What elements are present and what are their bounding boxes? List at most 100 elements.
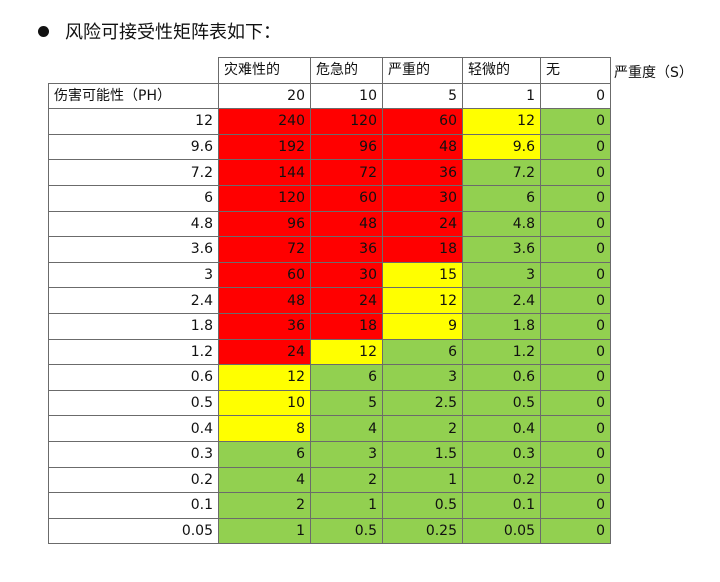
risk-cell: 18 <box>382 236 463 263</box>
risk-matrix-table: 灾难性的 危急的 严重的 轻微的 无 伤害可能性（PH） 20 10 5 1 0… <box>48 57 611 545</box>
table-row: 0.2 4 2 1 0.2 0 <box>48 466 611 494</box>
risk-cell: 1 <box>382 466 463 494</box>
ph-value: 0.4 <box>48 415 219 442</box>
risk-cell: 3.6 <box>462 236 541 263</box>
risk-cell: 3 <box>382 364 463 391</box>
risk-cell: 4 <box>218 466 311 494</box>
risk-cell: 15 <box>382 261 463 289</box>
severity-value: 20 <box>218 82 311 110</box>
bullet-icon <box>38 25 49 37</box>
risk-cell: 6 <box>462 184 541 212</box>
severity-header-row: 灾难性的 危急的 严重的 轻微的 无 <box>49 57 611 84</box>
risk-cell: 48 <box>382 133 463 161</box>
risk-cell: 48 <box>218 287 311 314</box>
risk-cell: 0 <box>540 159 611 186</box>
table-row: 0.05 1 0.5 0.25 0.05 0 <box>48 517 611 545</box>
risk-cell: 0.25 <box>382 517 463 545</box>
risk-cell: 12 <box>462 108 541 135</box>
risk-cell: 0 <box>540 389 611 417</box>
risk-cell: 0.4 <box>462 415 541 442</box>
ph-value: 0.3 <box>48 440 219 468</box>
severity-header: 轻微的 <box>462 57 541 84</box>
severity-header: 严重的 <box>382 57 463 84</box>
risk-cell: 96 <box>218 210 311 238</box>
risk-cell: 0 <box>540 184 611 212</box>
title-text: 风险可接受性矩阵表如下： <box>65 22 281 43</box>
risk-cell: 192 <box>218 133 311 161</box>
ph-label: 伤害可能性（PH） <box>48 82 219 110</box>
risk-cell: 60 <box>382 108 463 135</box>
risk-cell: 60 <box>310 184 383 212</box>
risk-cell: 1.8 <box>462 312 541 340</box>
ph-value: 1.8 <box>48 312 219 340</box>
risk-cell: 0 <box>540 364 611 391</box>
risk-cell: 96 <box>310 133 383 161</box>
severity-value: 1 <box>462 82 541 110</box>
risk-cell: 240 <box>218 108 311 135</box>
ph-value: 0.6 <box>48 364 219 391</box>
risk-cell: 24 <box>382 210 463 238</box>
severity-axis-label: 严重度（S） <box>614 65 693 81</box>
table-row: 1.2 24 12 6 1.2 0 <box>48 338 611 366</box>
risk-cell: 0 <box>540 517 611 545</box>
risk-cell: 2.5 <box>382 389 463 417</box>
risk-cell: 10 <box>218 389 311 417</box>
risk-cell: 0.05 <box>462 517 541 545</box>
severity-value: 5 <box>382 82 463 110</box>
table-row: 0.4 8 4 2 0.4 0 <box>48 415 611 442</box>
risk-cell: 0 <box>540 338 611 366</box>
table-row: 3.6 72 36 18 3.6 0 <box>48 236 611 263</box>
risk-cell: 36 <box>218 312 311 340</box>
table-row: 6 120 60 30 6 0 <box>48 184 611 212</box>
risk-cell: 0 <box>540 287 611 314</box>
risk-cell: 1 <box>310 492 383 519</box>
risk-cell: 0 <box>540 261 611 289</box>
risk-cell: 12 <box>310 338 383 366</box>
risk-cell: 0 <box>540 492 611 519</box>
table-row: 0.1 2 1 0.5 0.1 0 <box>48 492 611 519</box>
risk-cell: 4 <box>310 415 383 442</box>
ph-value: 3 <box>48 261 219 289</box>
ph-value: 6 <box>48 184 219 212</box>
risk-cell: 0 <box>540 415 611 442</box>
risk-cell: 12 <box>218 364 311 391</box>
severity-header: 危急的 <box>310 57 383 84</box>
risk-cell: 72 <box>310 159 383 186</box>
risk-cell: 0.3 <box>462 440 541 468</box>
table-row: 7.2 144 72 36 7.2 0 <box>48 159 611 186</box>
risk-cell: 4.8 <box>462 210 541 238</box>
table-row: 2.4 48 24 12 2.4 0 <box>48 287 611 314</box>
severity-value: 0 <box>540 82 611 110</box>
risk-cell: 1 <box>218 517 311 545</box>
risk-cell: 36 <box>382 159 463 186</box>
risk-cell: 12 <box>382 287 463 314</box>
ph-value: 2.4 <box>48 287 219 314</box>
risk-cell: 0 <box>540 133 611 161</box>
risk-cell: 2 <box>218 492 311 519</box>
risk-cell: 0 <box>540 236 611 263</box>
risk-cell: 60 <box>218 261 311 289</box>
risk-cell: 24 <box>218 338 311 366</box>
risk-cell: 0.5 <box>310 517 383 545</box>
risk-cell: 6 <box>382 338 463 366</box>
risk-cell: 0 <box>540 466 611 494</box>
risk-cell: 5 <box>310 389 383 417</box>
table-row: 3 60 30 15 3 0 <box>48 261 611 289</box>
severity-header: 灾难性的 <box>218 57 311 84</box>
table-row: 12 240 120 60 12 0 <box>48 108 611 135</box>
risk-cell: 36 <box>310 236 383 263</box>
risk-cell: 9.6 <box>462 133 541 161</box>
ph-value: 0.5 <box>48 389 219 417</box>
risk-cell: 120 <box>310 108 383 135</box>
risk-cell: 6 <box>310 364 383 391</box>
risk-cell: 1.2 <box>462 338 541 366</box>
table-row: 9.6 192 96 48 9.6 0 <box>48 133 611 161</box>
ph-value: 9.6 <box>48 133 219 161</box>
risk-cell: 24 <box>310 287 383 314</box>
risk-cell: 1.5 <box>382 440 463 468</box>
risk-cell: 0.5 <box>382 492 463 519</box>
risk-cell: 48 <box>310 210 383 238</box>
table-row: 0.5 10 5 2.5 0.5 0 <box>48 389 611 417</box>
ph-value: 0.2 <box>48 466 219 494</box>
risk-cell: 2 <box>310 466 383 494</box>
